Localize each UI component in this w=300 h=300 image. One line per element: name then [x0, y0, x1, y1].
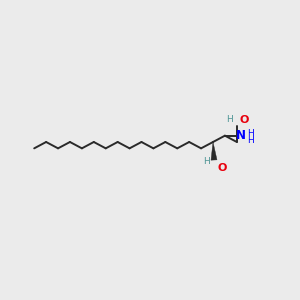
Polygon shape [211, 142, 217, 160]
Text: H: H [203, 157, 210, 166]
Text: H: H [226, 116, 233, 124]
Text: H: H [247, 136, 254, 145]
Text: O: O [240, 115, 249, 125]
Text: O: O [217, 163, 226, 173]
Text: N: N [236, 129, 246, 142]
Text: H: H [247, 129, 254, 138]
